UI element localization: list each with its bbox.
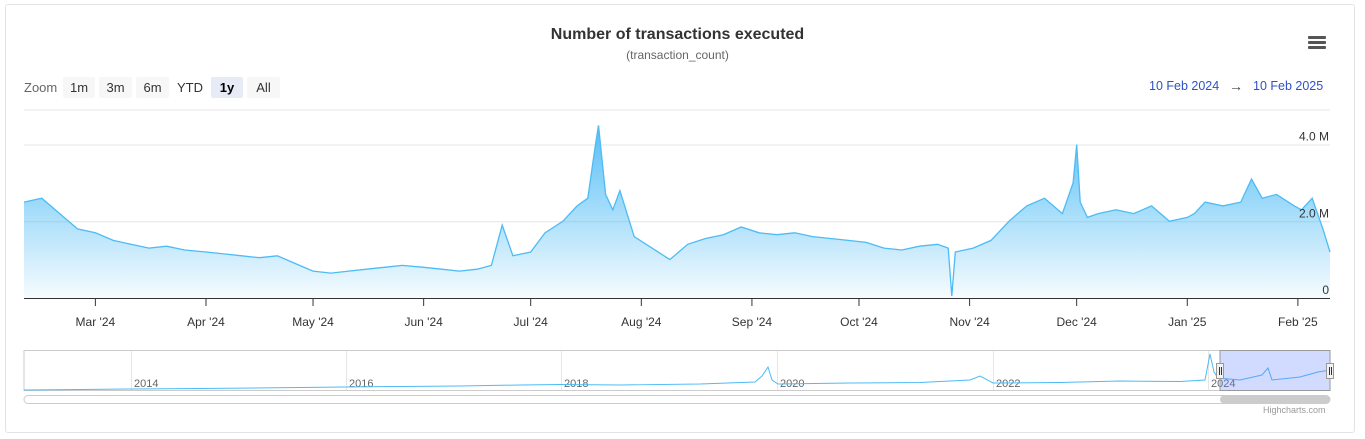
- navigator-tick-label: 2014: [134, 378, 158, 390]
- range-to-input[interactable]: 10 Feb 2025: [1253, 79, 1324, 93]
- navigator-tick-label: 2024: [1211, 378, 1235, 390]
- x-tick-label: Mar '24: [76, 315, 116, 329]
- zoom-button-1y[interactable]: 1y: [211, 77, 243, 98]
- zoom-button-3m[interactable]: 3m: [99, 77, 132, 98]
- x-tick-label: Oct '24: [840, 315, 878, 329]
- series-line: [23, 125, 1331, 297]
- navigator-grid: 2014 2016 2018 2020 2022 2024: [131, 351, 1235, 390]
- y-axis-labels: 0 2.0 M 4.0 M: [1299, 130, 1329, 297]
- y-tick-label: 4.0 M: [1299, 130, 1329, 144]
- scrollbar-thumb[interactable]: [1220, 395, 1330, 404]
- range-from-input[interactable]: 10 Feb 2024: [1149, 79, 1220, 93]
- x-tick-label: Jul '24: [514, 315, 549, 329]
- y-tick-label: 0: [1322, 283, 1329, 297]
- x-tick-label: May '24: [292, 315, 334, 329]
- context-menu-hamburger-icon[interactable]: [1308, 36, 1326, 50]
- chart-title: Number of transactions executed: [550, 26, 805, 43]
- x-tick-label: Jun '24: [404, 315, 443, 329]
- x-tick-label: Jan '25: [1168, 315, 1207, 329]
- navigator-series: [23, 353, 1331, 391]
- zoom-label: Zoom: [24, 80, 58, 95]
- x-tick-label: Feb '25: [1278, 315, 1318, 329]
- scrollbar-track[interactable]: [23, 395, 1331, 404]
- x-tick-label: Apr '24: [187, 315, 225, 329]
- zoom-button-all[interactable]: All: [247, 77, 280, 98]
- range-arrow: →: [1229, 78, 1243, 94]
- navigator-tick-label: 2018: [564, 378, 588, 390]
- zoom-button-ytd[interactable]: YTD: [177, 80, 203, 95]
- gridlines: [24, 144, 1330, 223]
- x-tick-label: Sep '24: [732, 315, 773, 329]
- x-tick-label: Aug '24: [621, 315, 662, 329]
- navigator-tick-label: 2016: [349, 378, 373, 390]
- x-axis-ticks: Mar '24 Apr '24 May '24 Jun '24 Jul '24 Aug '…: [76, 298, 1318, 329]
- navigator-selection[interactable]: [1219, 350, 1331, 391]
- zoom-button-6m[interactable]: 6m: [136, 77, 169, 98]
- series-area: [24, 125, 1330, 298]
- y-tick-label: 2.0 M: [1299, 206, 1329, 220]
- x-tick-label: Dec '24: [1056, 315, 1097, 329]
- zoom-button-1m[interactable]: 1m: [63, 77, 95, 98]
- credits-link[interactable]: Highcharts.com: [1263, 405, 1326, 415]
- chart-subtitle: (transaction_count): [626, 48, 729, 62]
- navigator-tick-label: 2022: [996, 378, 1020, 390]
- x-tick-label: Nov '24: [949, 315, 990, 329]
